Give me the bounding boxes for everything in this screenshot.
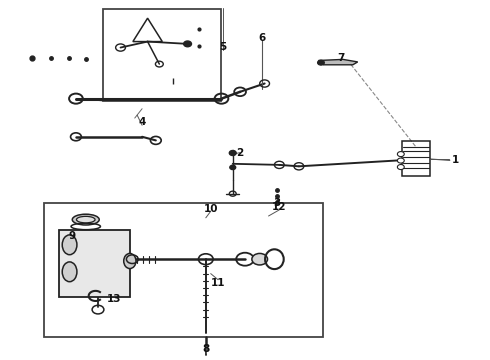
Text: 12: 12: [272, 202, 287, 212]
Ellipse shape: [73, 214, 99, 225]
Bar: [44, 203, 323, 337]
Text: 4: 4: [138, 117, 146, 127]
Bar: [402, 141, 430, 176]
Circle shape: [252, 253, 268, 265]
Ellipse shape: [76, 216, 95, 223]
Text: 6: 6: [259, 33, 266, 43]
Text: 11: 11: [211, 278, 225, 288]
Bar: [59, 230, 130, 297]
Circle shape: [230, 165, 236, 170]
Text: 8: 8: [202, 344, 209, 354]
Circle shape: [318, 60, 324, 65]
Circle shape: [397, 165, 404, 170]
Ellipse shape: [62, 262, 77, 282]
Text: 7: 7: [337, 53, 344, 63]
Circle shape: [184, 41, 192, 47]
Circle shape: [397, 158, 404, 163]
Text: 10: 10: [203, 204, 218, 214]
Text: 1: 1: [452, 155, 459, 165]
Text: 13: 13: [106, 294, 121, 304]
Ellipse shape: [62, 235, 77, 255]
Text: 2: 2: [237, 148, 244, 158]
Text: 3: 3: [273, 198, 280, 208]
Text: 5: 5: [220, 42, 226, 52]
Text: 9: 9: [69, 231, 76, 241]
Ellipse shape: [123, 253, 136, 269]
Polygon shape: [318, 59, 358, 65]
Bar: [103, 9, 220, 101]
Circle shape: [229, 150, 236, 156]
Circle shape: [397, 152, 404, 157]
